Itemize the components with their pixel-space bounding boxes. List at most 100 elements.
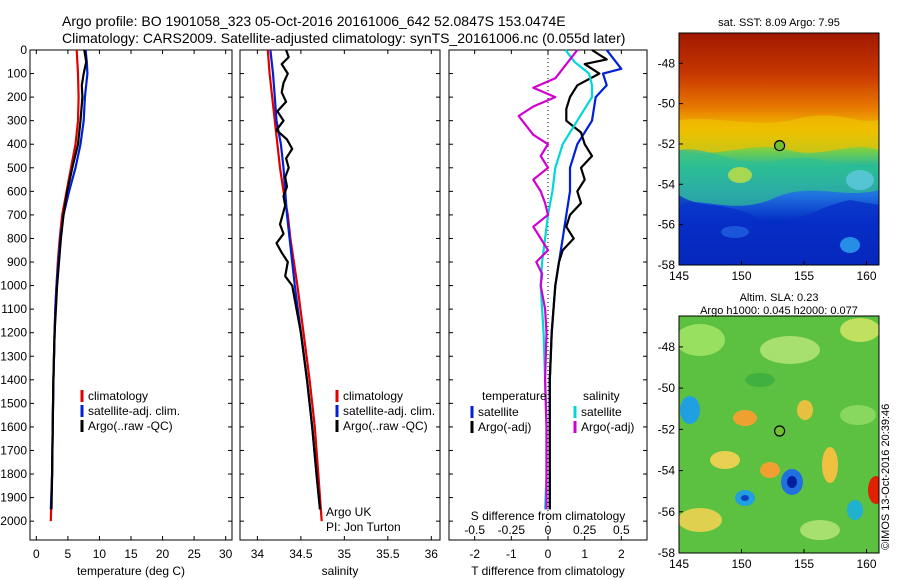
salinity-panel: 34 34.5 35 35.5 36 salinity climatologysatelli… bbox=[239, 49, 441, 578]
map-lat-label: -52 bbox=[658, 422, 676, 436]
map-lon-label: 145 bbox=[669, 557, 689, 571]
legend-label: Argo(..raw -QC) bbox=[343, 419, 428, 433]
map-lon-label: 150 bbox=[731, 269, 751, 283]
x-tick-label: 1 bbox=[581, 547, 588, 561]
map-lat-label: -54 bbox=[658, 177, 676, 191]
depth-tick-label: 200 bbox=[7, 90, 27, 104]
legend-label: satellite bbox=[478, 405, 519, 419]
salinity-xlabel: salinity bbox=[322, 564, 359, 578]
sla-map: Altim. SLA: 0.23 Argo h1000: 0.045 h2000… bbox=[658, 292, 892, 571]
differences-series-salinity-argo-adj- bbox=[517, 49, 579, 510]
sla-field bbox=[679, 316, 879, 553]
legend-label: Argo(-adj) bbox=[581, 420, 634, 434]
legend-label: satellite bbox=[581, 405, 622, 419]
depth-tick-label: 1500 bbox=[0, 396, 27, 410]
depth-tick-label: 800 bbox=[7, 231, 27, 245]
temperature-series-argo-raw-qc- bbox=[50, 49, 88, 510]
depth-tick-label: 1000 bbox=[0, 279, 27, 293]
s-diff-tick-label: 0.25 bbox=[573, 523, 597, 537]
differences-xlabel: T difference from climatology bbox=[471, 564, 625, 578]
legend-label: Argo(-adj) bbox=[478, 420, 531, 434]
depth-tick-label: 1600 bbox=[0, 420, 27, 434]
sst-map: sat. SST: 8.09 Argo: 7.95 145 150 155 160 -5… bbox=[658, 17, 880, 283]
depth-tick-label: 500 bbox=[7, 161, 27, 175]
salinity-series-argo-raw-qc- bbox=[275, 49, 322, 510]
map-lon-label: 150 bbox=[731, 557, 751, 571]
profile-title: Argo profile: BO 1901058_323 05-Oct-2016… bbox=[62, 13, 566, 29]
x-tick-label: 25 bbox=[187, 547, 201, 561]
float-annotation: PI: Jon Turton bbox=[326, 520, 401, 534]
depth-tick-label: 900 bbox=[7, 255, 27, 269]
imos-credit: ©IMOS 13-Oct-2016 20:39:46 bbox=[880, 404, 892, 550]
sst-map-title: sat. SST: 8.09 Argo: 7.95 bbox=[718, 17, 840, 29]
depth-tick-label: 100 bbox=[7, 67, 27, 81]
depth-tick-label: 1900 bbox=[0, 491, 27, 505]
map-lat-label: -54 bbox=[658, 464, 676, 478]
sla-map-axes: 145 150 155 160 -58 -56 -54 -52 -50 -48 bbox=[658, 340, 877, 571]
argo-position-marker bbox=[773, 140, 786, 152]
s-diff-tick-label: -0.25 bbox=[498, 523, 526, 537]
x-tick-label: 0 bbox=[33, 547, 40, 561]
x-tick-label: 34 bbox=[251, 547, 265, 561]
temperature-series-satellite-adj-clim- bbox=[49, 49, 89, 510]
temperature-panel: 0100200300400500600700800900100011001200… bbox=[0, 43, 232, 578]
depth-tick-label: 700 bbox=[7, 208, 27, 222]
legend-label: climatology bbox=[343, 389, 403, 403]
map-lat-label: -58 bbox=[658, 258, 676, 272]
x-tick-label: 34.5 bbox=[289, 547, 313, 561]
map-lon-label: 160 bbox=[856, 557, 876, 571]
x-tick-label: 2 bbox=[618, 547, 625, 561]
x-tick-label: 35 bbox=[338, 547, 352, 561]
x-tick-label: 35.5 bbox=[376, 547, 400, 561]
float-annotation: Argo UK bbox=[326, 505, 371, 519]
s-diff-tick-label: -0.5 bbox=[464, 523, 485, 537]
sla-map-frame bbox=[678, 315, 880, 554]
depth-tick-label: 1700 bbox=[0, 443, 27, 457]
map-lat-label: -52 bbox=[658, 137, 676, 151]
depth-tick-label: 0 bbox=[20, 43, 27, 57]
s-diff-tick-label: 0.5 bbox=[613, 523, 630, 537]
x-tick-label: 10 bbox=[93, 547, 107, 561]
differences-series-temperature-satellite bbox=[548, 49, 623, 510]
x-tick-label: 0 bbox=[545, 547, 552, 561]
legend-label: Argo(..raw -QC) bbox=[88, 419, 173, 433]
map-lon-label: 145 bbox=[669, 269, 689, 283]
map-lat-label: -58 bbox=[658, 546, 676, 560]
map-lat-label: -56 bbox=[658, 505, 676, 519]
x-tick-label: 15 bbox=[124, 547, 138, 561]
depth-tick-label: 1200 bbox=[0, 326, 27, 340]
salinity-frame bbox=[239, 49, 441, 541]
differences-panel: -2 -1 0 1 2 T difference from climatology -0.5… bbox=[448, 49, 648, 578]
sst-field bbox=[679, 33, 879, 265]
legend-label: satellite-adj. clim. bbox=[88, 404, 180, 418]
differences-series-temperature-argo-adj- bbox=[548, 49, 608, 510]
x-tick-label: 20 bbox=[156, 547, 170, 561]
argo-position-marker-sla bbox=[773, 425, 786, 437]
x-tick-label: -2 bbox=[469, 547, 480, 561]
x-tick-label: 5 bbox=[65, 547, 72, 561]
temperature-frame bbox=[29, 49, 233, 541]
depth-tick-label: 600 bbox=[7, 184, 27, 198]
map-lon-label: 160 bbox=[856, 269, 876, 283]
temperature-series-climatology bbox=[49, 49, 80, 522]
depth-tick-label: 2000 bbox=[0, 514, 27, 528]
legend-label: satellite-adj. clim. bbox=[343, 404, 435, 418]
map-lon-label: 155 bbox=[794, 269, 814, 283]
sla-map-title-1: Altim. SLA: 0.23 bbox=[740, 292, 819, 304]
climatology-subtitle: Climatology: CARS2009. Satellite-adjuste… bbox=[62, 30, 626, 46]
sst-map-frame bbox=[678, 32, 880, 266]
map-lat-label: -50 bbox=[658, 381, 676, 395]
map-lat-label: -50 bbox=[658, 97, 676, 111]
temperature-xlabel: temperature (deg C) bbox=[77, 564, 185, 578]
legend-group-title: salinity bbox=[583, 389, 620, 403]
map-lat-label: -56 bbox=[658, 218, 676, 232]
x-tick-label: 30 bbox=[219, 547, 233, 561]
depth-tick-label: 300 bbox=[7, 114, 27, 128]
map-lat-label: -48 bbox=[658, 340, 676, 354]
depth-tick-label: 1800 bbox=[0, 467, 27, 481]
depth-tick-label: 1400 bbox=[0, 373, 27, 387]
x-tick-label: 36 bbox=[425, 547, 439, 561]
x-tick-label: -1 bbox=[506, 547, 517, 561]
depth-tick-label: 1100 bbox=[1, 302, 27, 316]
